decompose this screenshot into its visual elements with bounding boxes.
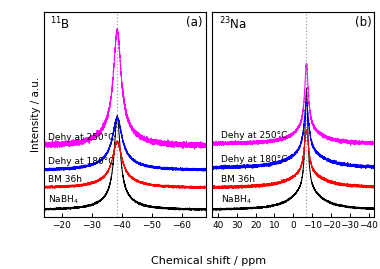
Text: BM 36h: BM 36h [221,175,255,183]
Text: Chemical shift / ppm: Chemical shift / ppm [152,256,266,266]
Text: NaBH$_4$: NaBH$_4$ [48,193,79,206]
Text: (a): (a) [186,16,203,29]
Text: Dehy at 180°C: Dehy at 180°C [48,157,115,166]
Text: BM 36h: BM 36h [48,175,82,183]
Text: Dehy at 250°C: Dehy at 250°C [48,133,115,142]
Y-axis label: Intensity / a.u.: Intensity / a.u. [31,77,41,152]
Text: $^{23}$Na: $^{23}$Na [219,16,247,33]
Text: NaBH$_4$: NaBH$_4$ [221,193,252,206]
Text: (b): (b) [355,16,372,29]
Text: Dehy at 250°C: Dehy at 250°C [221,131,287,140]
Text: Dehy at 180°C: Dehy at 180°C [221,155,287,164]
Text: $^{11}$B: $^{11}$B [50,16,70,33]
